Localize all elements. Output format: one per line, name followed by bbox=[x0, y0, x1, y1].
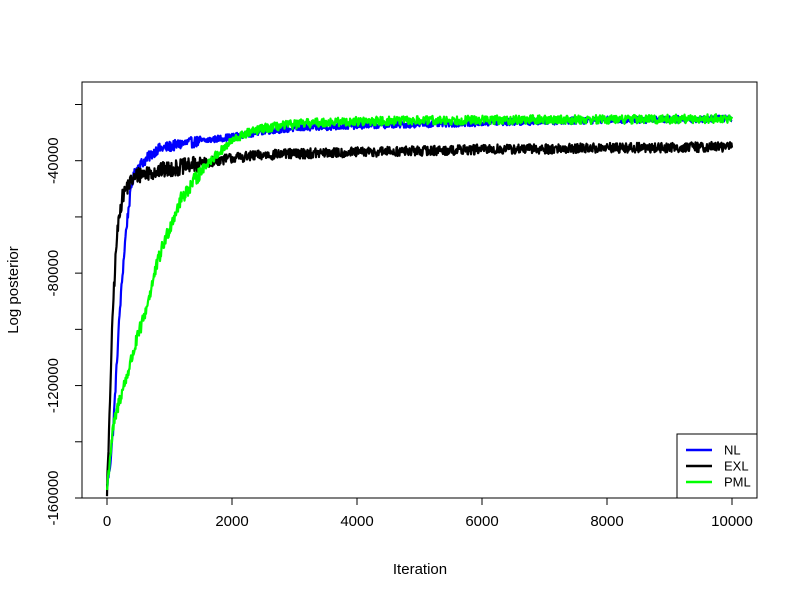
legend-label: NL bbox=[724, 443, 741, 458]
x-axis-title: Iteration bbox=[393, 561, 447, 578]
x-tick-label: 10000 bbox=[711, 513, 753, 530]
legend-label: PML bbox=[724, 475, 751, 490]
x-tick-label: 4000 bbox=[340, 513, 373, 530]
data-layer bbox=[105, 113, 734, 497]
y-axis-title: Log posterior bbox=[5, 246, 22, 334]
legend-label: EXL bbox=[724, 459, 749, 474]
series-line-nl bbox=[105, 114, 733, 488]
x-tick-label: 2000 bbox=[215, 513, 248, 530]
x-axis: 0 2000 4000 6000 8000 10000 bbox=[103, 497, 753, 530]
series-line-exl bbox=[105, 140, 734, 497]
y-tick-label: -40000 bbox=[45, 137, 62, 184]
series-line-pml bbox=[105, 113, 734, 491]
y-axis: -160000 -120000 -80000 -40000 bbox=[45, 103, 83, 526]
y-tick-label: -120000 bbox=[45, 358, 62, 413]
x-tick-label: 0 bbox=[103, 513, 111, 530]
x-tick-label: 8000 bbox=[590, 513, 623, 530]
y-tick-label: -80000 bbox=[45, 250, 62, 297]
x-tick-label: 6000 bbox=[465, 513, 498, 530]
y-tick-label: -160000 bbox=[45, 470, 62, 525]
